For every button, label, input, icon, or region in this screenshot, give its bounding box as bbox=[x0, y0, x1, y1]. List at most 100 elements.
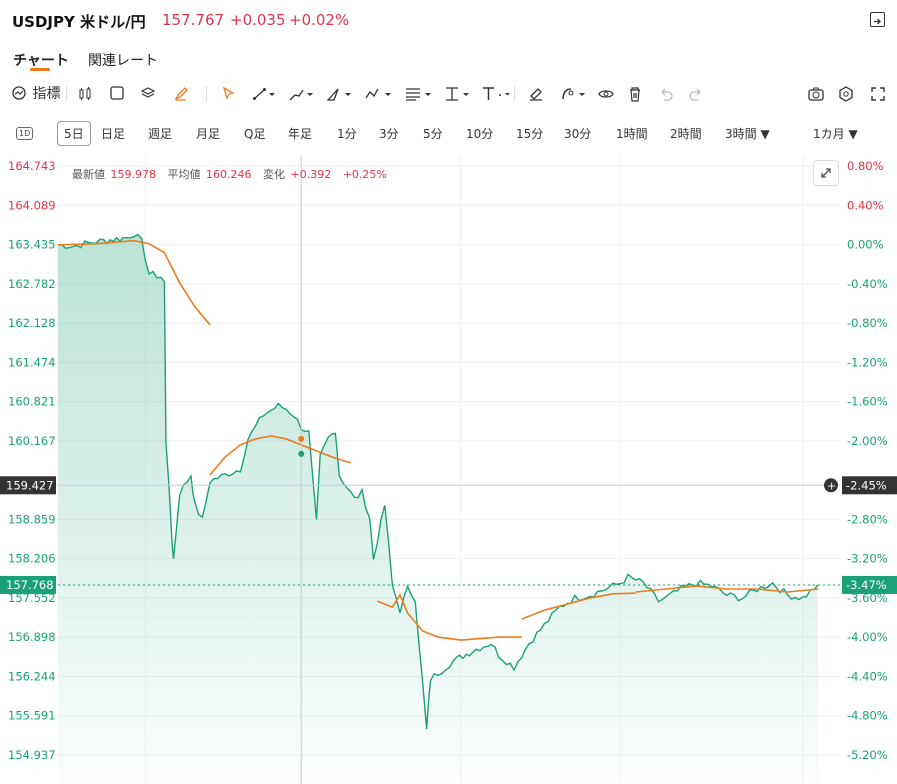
change-value: +0.392 bbox=[290, 168, 332, 181]
layers-icon[interactable] bbox=[140, 86, 156, 106]
range-item[interactable]: 1時間 bbox=[616, 127, 648, 141]
exit-icon[interactable] bbox=[870, 12, 885, 27]
y-tick-right: 0.80% bbox=[847, 159, 884, 173]
y-axis-left: 164.743 164.089 163.435 162.782 162.128 161.4… bbox=[8, 159, 56, 762]
indicator-icon bbox=[12, 86, 26, 100]
undo-icon[interactable] bbox=[658, 86, 674, 106]
y-tick-left: 164.089 bbox=[8, 198, 56, 212]
tab-bar: チャート 関連レート bbox=[0, 44, 897, 78]
y-tick-right: 0.40% bbox=[847, 198, 884, 212]
last-pct-label: -3.47% bbox=[846, 578, 887, 592]
add-alert-icon[interactable] bbox=[824, 478, 838, 493]
current-price: 157.767 bbox=[162, 11, 225, 29]
y-tick-left: 156.244 bbox=[8, 669, 56, 683]
settings-icon[interactable] bbox=[838, 86, 854, 106]
y-tick-right: -1.60% bbox=[847, 395, 888, 409]
average-marker bbox=[298, 435, 305, 442]
rectangle-icon[interactable] bbox=[110, 86, 124, 104]
average-line bbox=[57, 239, 819, 641]
pitchfork-icon[interactable] bbox=[288, 86, 314, 106]
average-segment bbox=[635, 585, 819, 593]
range-item[interactable]: Q足 bbox=[244, 127, 266, 141]
crosshair-pct-label: -2.45% bbox=[846, 478, 887, 492]
redo-icon[interactable] bbox=[688, 86, 704, 106]
pattern-icon[interactable] bbox=[364, 86, 392, 106]
magnet-icon[interactable] bbox=[560, 86, 586, 106]
price-marker bbox=[298, 450, 305, 457]
average-segment bbox=[521, 592, 636, 620]
range-item[interactable]: 年足 bbox=[288, 127, 313, 141]
last-pct-label-bg bbox=[842, 575, 897, 594]
tab-related-rates[interactable]: 関連レート bbox=[88, 53, 158, 69]
y-tick-left: 158.206 bbox=[8, 552, 56, 566]
y-tick-left: 156.898 bbox=[8, 630, 56, 644]
range-item[interactable]: 5日 bbox=[57, 121, 91, 146]
text-lines-icon[interactable] bbox=[404, 86, 432, 106]
range-item[interactable]: 3分 bbox=[379, 127, 399, 141]
trash-icon[interactable] bbox=[628, 86, 642, 106]
average-segment bbox=[209, 435, 351, 476]
y-tick-right: -3.20% bbox=[847, 552, 888, 566]
range-item[interactable]: 週足 bbox=[148, 127, 173, 141]
range-item[interactable]: 10分 bbox=[466, 127, 494, 141]
eye-icon[interactable] bbox=[598, 86, 614, 106]
range-bar: 1D 5日 日足 週足 月足 Q足 年足 1分 3分 5分 10分 15分 30分 1時間 2時間 3時間 … bbox=[0, 120, 897, 150]
brush-icon[interactable] bbox=[173, 86, 189, 106]
range-item[interactable]: 月足 bbox=[196, 127, 221, 141]
y-tick-left: 162.128 bbox=[8, 316, 56, 330]
range-item[interactable]: 15分 bbox=[516, 127, 544, 141]
y-axis-right: 0.80% 0.40% 0.00% -0.40% -0.80% -1.20% -1.60% -… bbox=[847, 159, 888, 762]
y-tick-right: -0.80% bbox=[847, 316, 888, 330]
y-tick-left: 155.591 bbox=[8, 709, 56, 723]
y-tick-right: -2.00% bbox=[847, 434, 888, 448]
change-pct: +0.25% bbox=[342, 168, 387, 181]
price-change: +0.035 bbox=[230, 11, 286, 29]
change-label: 変化 bbox=[263, 168, 285, 181]
candlestick-icon[interactable] bbox=[77, 86, 93, 106]
period-select[interactable]: 1カ月 ▼ bbox=[813, 125, 858, 142]
price-labels: 159.427 -2.45% +157.768 -3.47% bbox=[0, 476, 897, 594]
plus-glyph: + bbox=[827, 479, 836, 492]
camera-icon[interactable] bbox=[808, 86, 824, 106]
last-price-label: 157.768 bbox=[6, 578, 54, 592]
y-tick-left: 154.937 bbox=[8, 748, 56, 762]
trendline-icon[interactable] bbox=[252, 86, 276, 106]
range-item[interactable]: 5分 bbox=[423, 127, 443, 141]
crosshair-price-label-bg bbox=[0, 476, 56, 495]
one-day-icon[interactable]: 1D bbox=[16, 127, 34, 140]
price-area bbox=[57, 233, 819, 784]
y-tick-left: 160.821 bbox=[8, 395, 56, 409]
y-tick-right: -3.60% bbox=[847, 591, 888, 605]
header: USDJPY 米ドル/円 157.767 +0.035 +0.02% bbox=[0, 0, 897, 44]
eraser-icon[interactable] bbox=[528, 86, 544, 106]
toolbar-divider bbox=[66, 86, 67, 102]
range-item[interactable]: 日足 bbox=[101, 127, 126, 141]
y-tick-right: -4.40% bbox=[847, 669, 888, 683]
y-tick-right: -5.20% bbox=[847, 748, 888, 762]
y-tick-right: -4.00% bbox=[847, 630, 888, 644]
indicators-label: 指標 bbox=[32, 86, 61, 102]
range-item[interactable]: 3時間 ▼ bbox=[725, 127, 770, 141]
cursor-icon[interactable] bbox=[222, 86, 236, 106]
range-item[interactable]: 1分 bbox=[337, 127, 357, 141]
y-tick-left: 157.552 bbox=[8, 591, 56, 605]
expand-icon[interactable] bbox=[813, 160, 839, 186]
y-tick-left: 162.782 bbox=[8, 277, 56, 291]
y-tick-right: 0.00% bbox=[847, 238, 884, 252]
symbol-title: USDJPY 米ドル/円 bbox=[12, 13, 146, 31]
price-chart[interactable]: 164.743 164.089 163.435 162.782 162.128 161.4… bbox=[0, 155, 897, 784]
fullscreen-icon[interactable] bbox=[870, 86, 886, 106]
tab-chart[interactable]: チャート bbox=[13, 53, 69, 69]
y-tick-right: -2.80% bbox=[847, 512, 888, 526]
measure-icon[interactable] bbox=[444, 86, 470, 106]
text-tool-icon[interactable] bbox=[480, 86, 510, 106]
toolbar-divider bbox=[514, 86, 515, 102]
y-tick-right: -4.80% bbox=[847, 709, 888, 723]
indicators-button[interactable]: 指標 bbox=[12, 86, 60, 102]
y-tick-left: 160.167 bbox=[8, 434, 56, 448]
range-item[interactable]: 30分 bbox=[564, 127, 592, 141]
toolbar-divider bbox=[206, 86, 207, 102]
range-item[interactable]: 2時間 bbox=[670, 127, 702, 141]
triangle-icon[interactable] bbox=[326, 86, 352, 106]
crosshair bbox=[58, 155, 840, 784]
